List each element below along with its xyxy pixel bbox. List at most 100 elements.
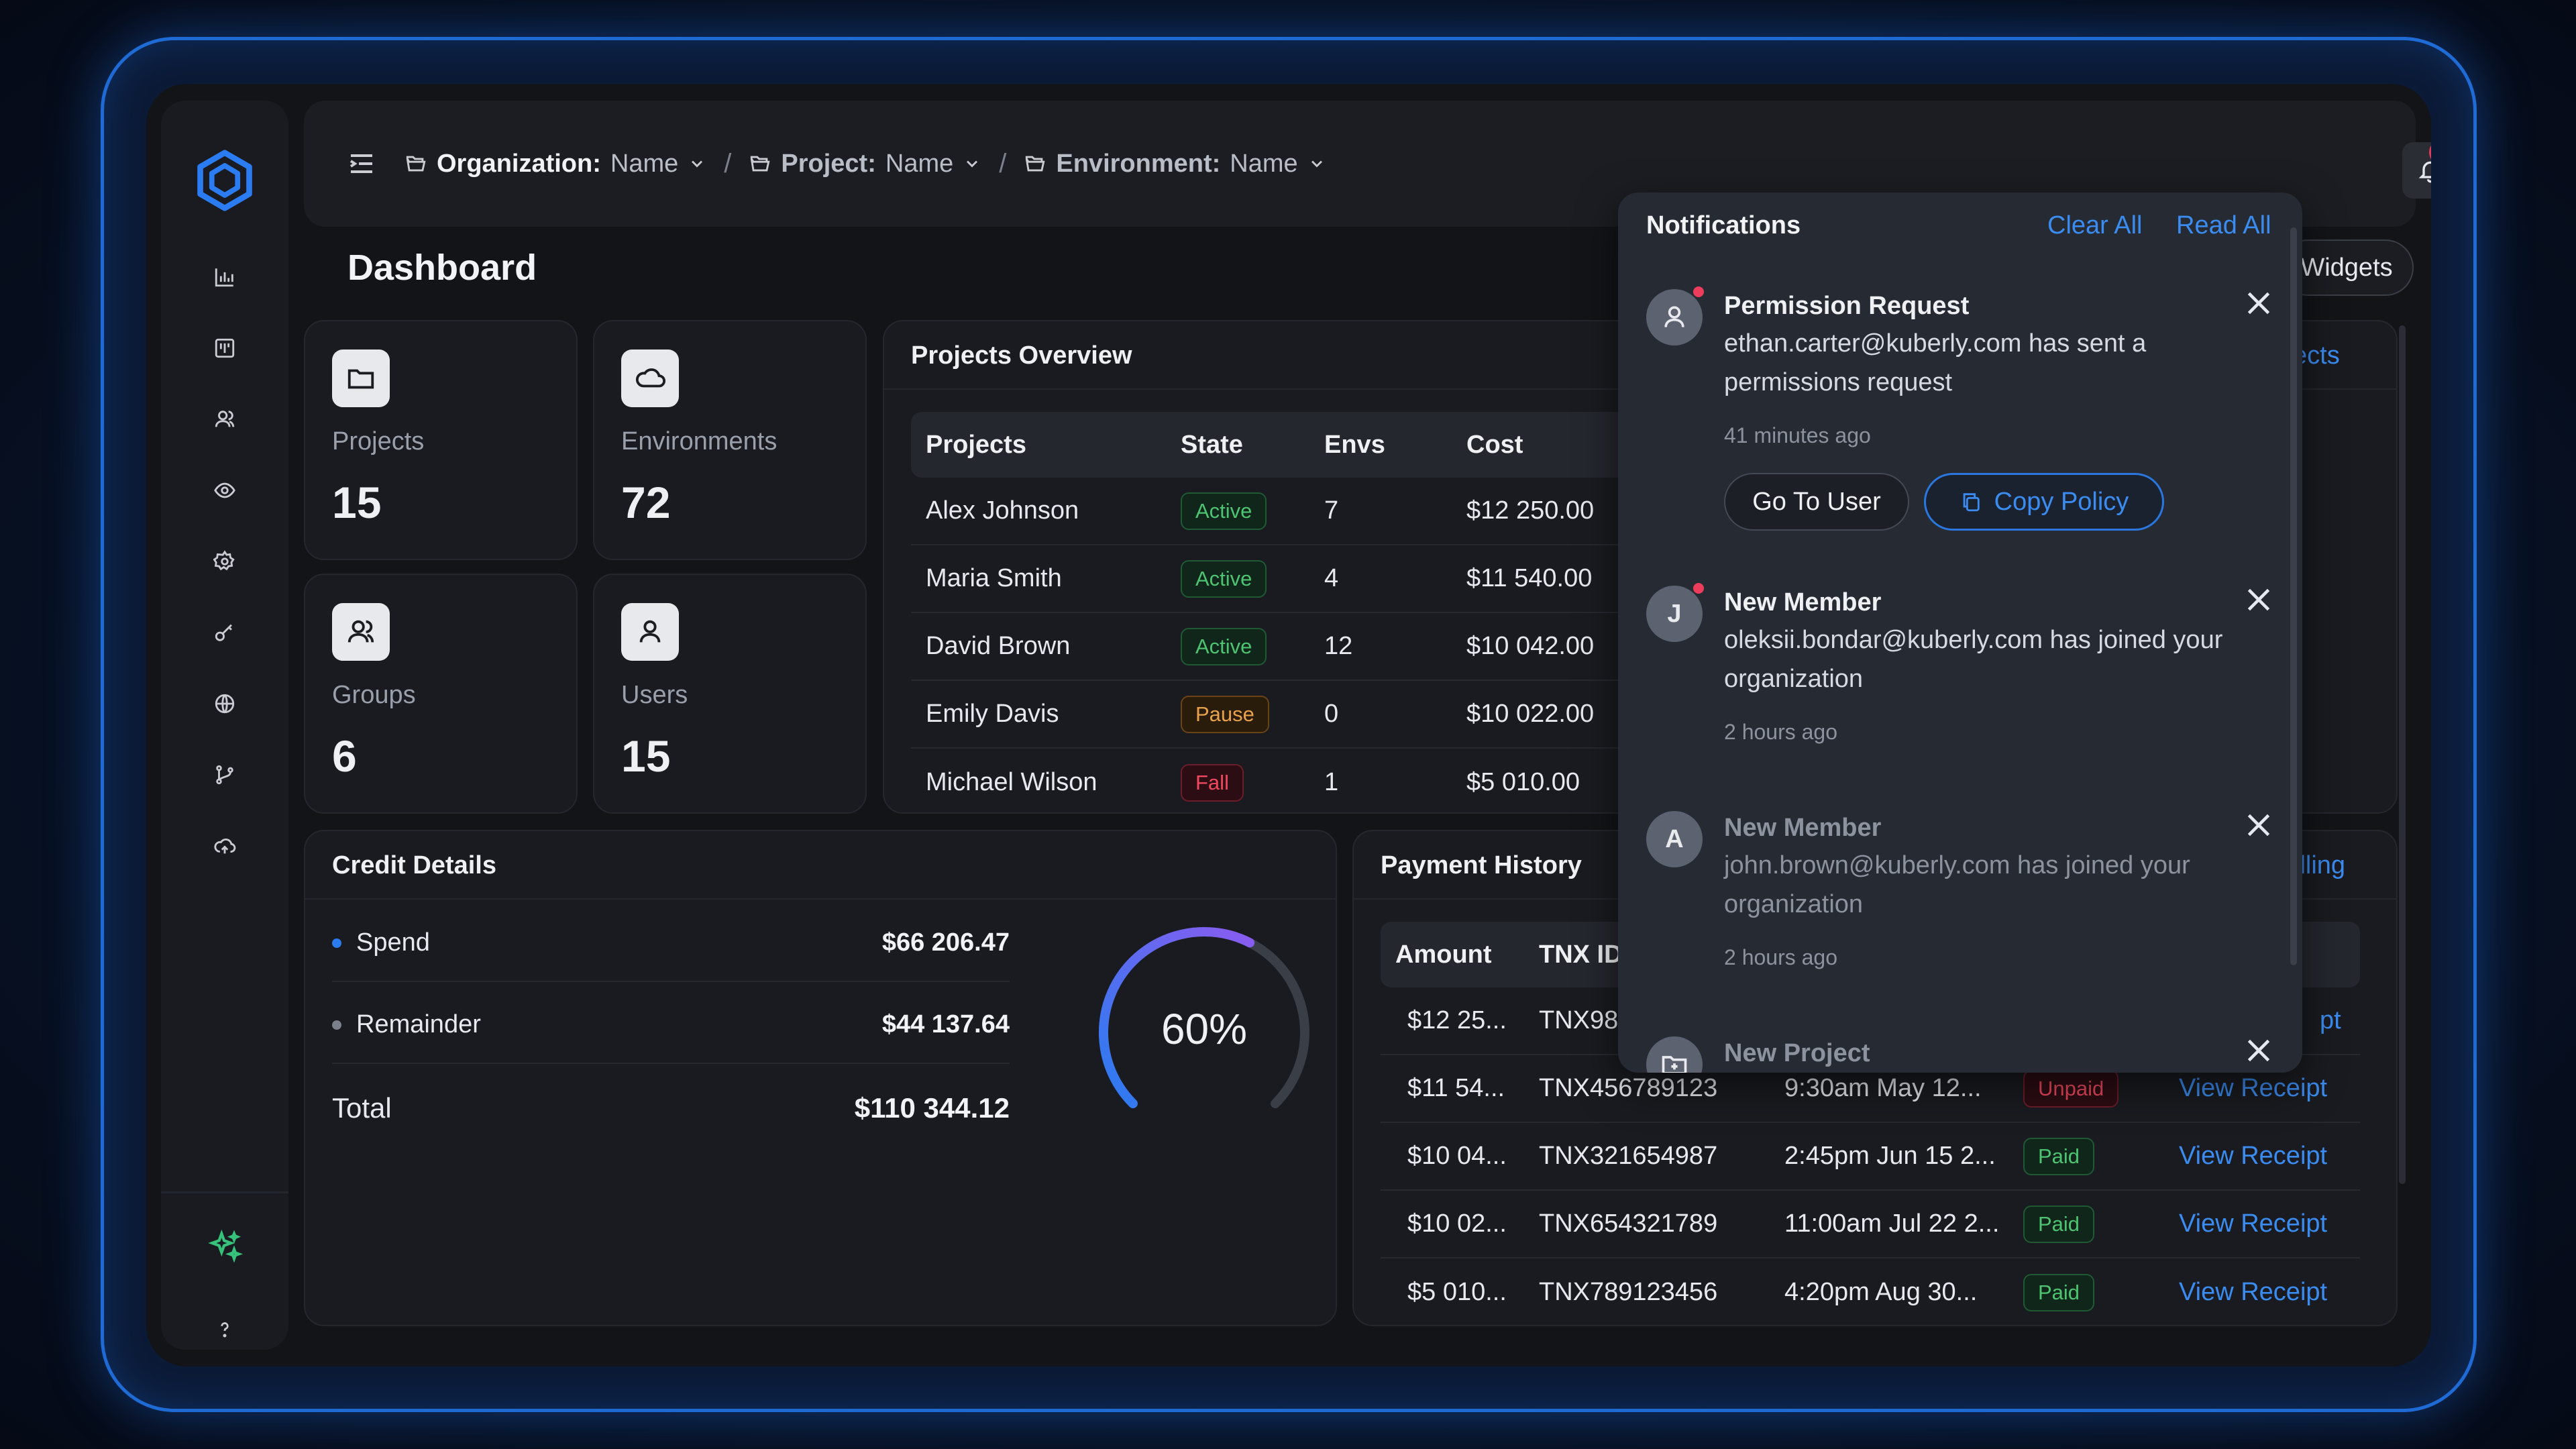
breadcrumb-separator: / [724,148,732,178]
table-row[interactable]: Alex Johnson Active 7 $12 250.00 [911,478,1649,545]
notification-title: New Project [1724,1039,1870,1067]
notifications-button[interactable] [2402,142,2431,199]
status-badge: Active [1181,627,1267,665]
go-to-user-button[interactable]: Go To User [1724,473,1909,531]
key-icon[interactable] [209,617,240,648]
status-cell: Paid [2023,1191,2095,1257]
table-row[interactable]: $5 010... TNX789123456 4:20pm Aug 30... … [1381,1258,2360,1325]
stat-value: 15 [621,731,671,781]
stat-card-environments[interactable]: Environments 72 [593,320,867,560]
user-icon [1664,306,1684,327]
project-name: Emily Davis [926,700,1059,728]
users-icon[interactable] [209,404,240,435]
state-cell: Active [1181,478,1267,544]
menu-collapse-icon[interactable] [345,148,378,180]
billing-link[interactable]: illing [2294,851,2346,879]
folder-open-icon [406,156,426,172]
git-branch-icon[interactable] [209,759,240,790]
credit-details-card: Credit Details Spend $66 206.47 Remainde… [304,830,1337,1326]
card-title: Payment History [1381,851,1582,879]
globe-icon[interactable] [209,688,240,719]
credit-label: Spend [356,928,430,957]
table-row[interactable]: David Brown Active 12 $10 042.00 [911,613,1649,681]
state-cell: Fall [1181,749,1244,812]
user-icon [621,603,679,661]
credit-amount: $44 137.64 [881,1010,1010,1038]
breadcrumb: Organization: Name / Project: Name / Env… [405,144,1326,184]
credit-amount: $110 344.12 [854,1092,1010,1124]
view-receipt-link[interactable]: pt [2320,1006,2341,1034]
state-cell: Pause [1181,681,1269,747]
stat-card-projects[interactable]: Projects 15 [304,320,578,560]
breadcrumb-separator: / [999,148,1007,178]
environment-label: Environment: [1056,149,1221,178]
notification-body: oleksii.bondar@kuberly.com has joined yo… [1724,626,2223,693]
status-badge: Active [1181,559,1267,598]
stat-card-users[interactable]: Users 15 [593,574,867,814]
table-row[interactable]: Maria Smith Active 4 $11 540.00 [911,545,1649,613]
credit-label: Total [332,1092,392,1124]
table-row[interactable]: Emily Davis Pause 0 $10 022.00 [911,681,1649,749]
status-badge: Fall [1181,763,1244,802]
view-receipt-link[interactable]: View Receipt [2179,1142,2328,1170]
chart-icon[interactable] [209,262,240,292]
eye-icon[interactable] [209,475,240,506]
project-name: Michael Wilson [926,768,1097,796]
folder-plus-icon [1662,1056,1687,1073]
page-title: Dashboard [347,248,537,288]
notification-title: Permission Request [1724,292,1970,320]
tnx-cell: TNX98 [1539,1006,1619,1034]
column-header: Amount [1395,940,1492,969]
cost-cell: $11 540.00 [1466,564,1593,592]
credit-gauge: 60% [1099,926,1309,1109]
envs-cell: 12 [1324,632,1353,660]
close-icon[interactable] [2242,286,2275,320]
notification-body: ethan.carter@kuberly.com has sent a perm… [1724,329,2147,396]
notifications-scrollbar[interactable] [2290,227,2297,965]
close-icon[interactable] [2242,808,2275,842]
notification-avatar [1646,289,1703,345]
remainder-dot [332,1020,341,1030]
view-receipt-link[interactable]: View Receipt [2179,1210,2328,1238]
notifications-panel: Notifications Clear All Read All Permiss… [1618,193,2302,1073]
table-row[interactable]: $10 02... TNX654321789 11:00am Jul 22 2.… [1381,1191,2360,1258]
status-badge: Active [1181,492,1267,530]
view-receipt-link[interactable]: View Receipt [2179,1074,2328,1102]
clear-all-button[interactable]: Clear All [2047,211,2143,239]
table-row[interactable]: $10 04... TNX321654987 2:45pm Jun 15 2..… [1381,1123,2360,1191]
card-divider [305,898,1336,900]
environment-selector[interactable]: Environment: Name [1024,150,1326,178]
gear-icon[interactable] [209,546,240,577]
folder-icon [332,350,390,407]
stat-card-groups[interactable]: Groups 6 [304,574,578,814]
date-cell: 9:30am May 12... [1784,1074,1982,1102]
credit-row-spend: Spend $66 206.47 [332,900,1010,982]
org-selector[interactable]: Organization: Name [405,150,706,178]
table-row[interactable]: Michael Wilson Fall 1 $5 010.00 [911,749,1649,812]
help-icon[interactable] [209,1313,240,1344]
credit-amount: $66 206.47 [881,928,1010,957]
close-icon[interactable] [2242,583,2275,616]
status-badge: Unpaid [2023,1069,2119,1108]
close-icon[interactable] [2242,1034,2275,1067]
project-selector[interactable]: Project: Name [749,150,981,178]
read-all-button[interactable]: Read All [2176,211,2271,239]
page-scrollbar[interactable] [2399,325,2406,1184]
state-cell: Active [1181,545,1267,612]
board-icon[interactable] [209,333,240,364]
stat-label: Environments [621,427,777,455]
chevron-down-icon [1311,160,1322,168]
org-label: Organization: [437,149,601,178]
view-receipt-link[interactable]: View Receipt [2179,1278,2328,1306]
notification-avatar [1646,1036,1703,1073]
sparkles-icon[interactable] [205,1228,245,1268]
cloud-upload-icon[interactable] [209,830,240,861]
envs-cell: 4 [1324,564,1339,592]
gauge-percent-label: 60% [1161,1005,1247,1053]
logo-icon[interactable] [193,148,257,212]
app-window: Organization: Name / Project: Name / Env… [146,84,2431,1366]
card-title: Credit Details [332,851,496,879]
bell-icon [2418,161,2431,183]
status-badge: Paid [2023,1137,2095,1175]
copy-policy-button[interactable]: Copy Policy [1924,473,2164,531]
